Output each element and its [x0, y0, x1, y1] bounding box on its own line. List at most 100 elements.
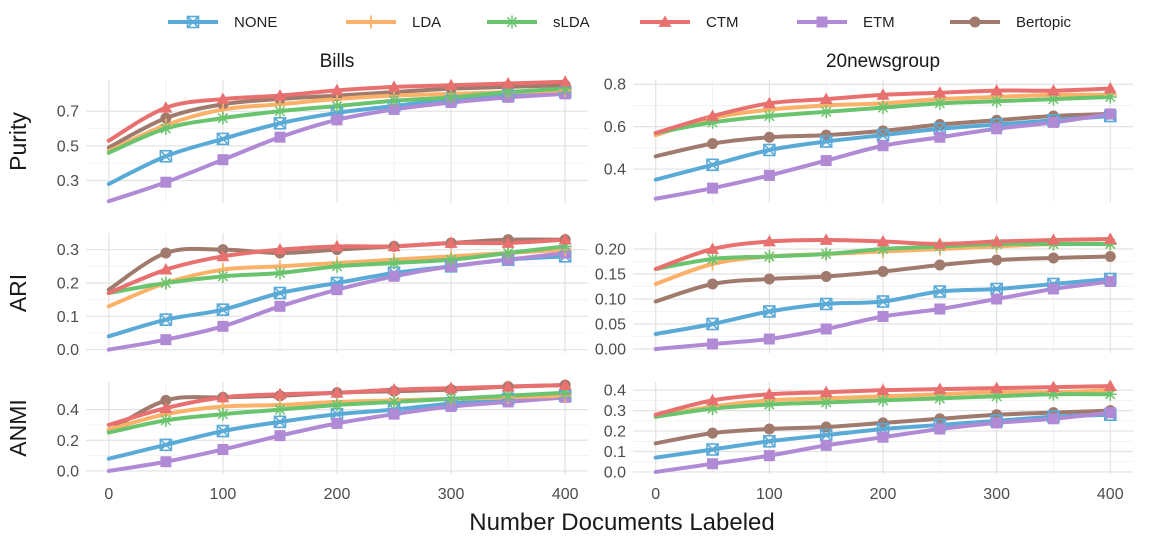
legend-marker	[816, 16, 828, 28]
point-ctm	[501, 76, 515, 89]
point-ctm	[444, 381, 458, 394]
y-tick-label: 0.20	[595, 242, 626, 259]
point-slda	[387, 94, 401, 108]
point-none	[159, 149, 173, 163]
point-etm	[707, 338, 719, 350]
point-bertopic	[763, 423, 775, 435]
legend-label: Bertopic	[1016, 14, 1072, 31]
point-ctm	[819, 92, 833, 104]
panel-ari-20newsgroup: 0.00 0.05 0.10 0.15 0.20	[595, 232, 1133, 359]
point-slda	[876, 393, 890, 407]
point-ctm	[990, 235, 1004, 247]
point-ctm	[273, 89, 287, 101]
x-tick-label: 400	[552, 486, 579, 503]
point-etm	[160, 176, 172, 188]
legend-item-slda: sLDA	[487, 14, 590, 31]
point-ctm	[159, 401, 173, 413]
point-etm	[445, 260, 457, 272]
point-etm	[820, 323, 832, 335]
point-ctm	[330, 386, 344, 398]
x-tick-label: 100	[756, 486, 783, 503]
y-tick-label: 0.0	[604, 464, 626, 481]
point-bertopic	[1047, 252, 1059, 264]
point-none	[763, 305, 776, 318]
point-ctm	[1103, 232, 1117, 244]
y-tick-label: 0.7	[57, 104, 79, 121]
point-none	[819, 297, 833, 311]
point-etm	[763, 333, 775, 345]
facet-grid: 0.3 0.5 0.7 Bills Purity 0.4 0.6 0.8 20newsgroup…	[5, 51, 1133, 503]
point-ctm	[558, 75, 572, 87]
point-ctm	[444, 78, 458, 91]
panel-anmi-bills: 0.0 0.2 0.4 0 100 200 300 400 ANMI	[5, 378, 588, 503]
point-none	[706, 443, 719, 456]
x-tick-label: 200	[870, 486, 897, 503]
point-etm	[1104, 276, 1116, 287]
point-etm	[707, 182, 719, 194]
point-none	[216, 424, 230, 438]
point-slda	[273, 266, 287, 280]
point-ctm	[933, 382, 947, 395]
point-etm	[160, 456, 172, 468]
point-slda	[330, 259, 344, 273]
point-ctm	[933, 237, 947, 249]
point-slda	[876, 101, 890, 115]
point-none	[216, 132, 230, 146]
point-slda	[558, 239, 572, 253]
point-ctm	[706, 393, 720, 406]
point-bertopic	[707, 427, 719, 439]
y-tick-label: 0.1	[57, 309, 79, 326]
point-ctm	[1103, 81, 1117, 94]
point-etm	[707, 458, 719, 470]
point-etm	[1047, 283, 1059, 295]
point-etm	[991, 293, 1003, 305]
point-ctm	[216, 249, 230, 262]
point-etm	[991, 417, 1003, 429]
point-etm	[331, 284, 343, 296]
legend-item-etm: ETM	[797, 14, 895, 31]
point-etm	[217, 320, 229, 332]
point-ctm	[159, 101, 173, 113]
point-ctm	[762, 96, 776, 109]
panel-purity-20newsgroup: 0.4 0.6 0.8 20newsgroup	[604, 51, 1133, 203]
point-etm	[991, 123, 1003, 135]
point-none	[706, 158, 719, 172]
point-slda	[330, 398, 344, 412]
point-none	[706, 317, 719, 331]
y-tick-label: 0.8	[604, 77, 626, 94]
x-tick-label: 300	[983, 486, 1010, 503]
point-etm	[1047, 413, 1059, 425]
point-none	[933, 285, 947, 298]
point-bertopic	[934, 119, 946, 131]
point-bertopic	[707, 278, 719, 290]
point-slda	[558, 82, 572, 96]
y-tick-label: 0.15	[595, 267, 626, 284]
y-tick-label: 0.10	[595, 292, 626, 309]
point-ctm	[1046, 380, 1060, 392]
point-slda	[762, 397, 776, 411]
point-slda	[501, 85, 515, 99]
point-ctm	[159, 263, 173, 275]
y-tick-label: 0.4	[604, 162, 626, 179]
point-slda	[501, 389, 515, 403]
point-none	[819, 135, 833, 148]
point-etm	[274, 300, 286, 312]
point-bertopic	[820, 271, 832, 282]
legend-label: sLDA	[553, 14, 590, 31]
y-tick-label: 0.4	[604, 383, 626, 400]
point-none	[273, 117, 287, 130]
point-ctm	[330, 239, 344, 252]
point-etm	[217, 443, 229, 455]
x-axis-title: Number Documents Labeled	[469, 509, 775, 536]
legend-label: CTM	[706, 14, 739, 31]
point-slda	[273, 104, 287, 118]
y-tick-label: 0.05	[595, 317, 626, 334]
point-ctm	[387, 383, 401, 395]
legend-label: LDA	[412, 14, 441, 31]
y-tick-label: 0.3	[604, 403, 626, 420]
y-tick-label: 0.2	[604, 424, 626, 441]
point-slda	[762, 109, 776, 123]
row-label-ari: ARI	[5, 274, 31, 312]
point-etm	[274, 131, 286, 143]
point-ctm	[387, 239, 401, 252]
